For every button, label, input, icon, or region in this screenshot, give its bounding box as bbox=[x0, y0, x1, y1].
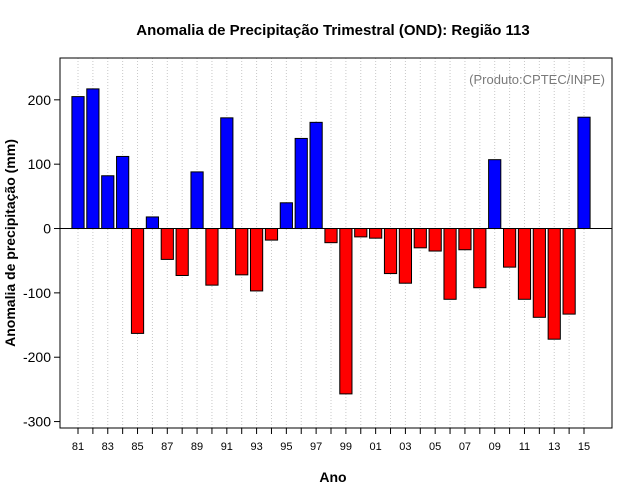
bar-02 bbox=[383, 228, 398, 275]
x-tick-label: 99 bbox=[340, 441, 352, 453]
x-tick-label: 15 bbox=[578, 441, 590, 453]
x-tick-label: 13 bbox=[548, 441, 560, 453]
bar-07 bbox=[458, 228, 472, 251]
bar-06 bbox=[443, 228, 457, 300]
x-tick-label: 97 bbox=[310, 441, 322, 453]
x-tick-label: 87 bbox=[161, 441, 173, 453]
y-tick-label: 0 bbox=[43, 221, 51, 237]
source-annotation: (Produto:CPTEC/INPE) bbox=[469, 72, 605, 87]
bar-14 bbox=[562, 228, 576, 315]
x-tick-label: 85 bbox=[131, 441, 143, 453]
x-axis-title: Ano bbox=[319, 469, 346, 485]
chart-title: Anomalia de Precipitação Trimestral (OND… bbox=[136, 22, 529, 39]
y-tick-label: 200 bbox=[28, 92, 52, 108]
bar-95 bbox=[279, 202, 293, 230]
bar-11 bbox=[517, 228, 532, 300]
bar-13 bbox=[547, 228, 561, 340]
bar-15 bbox=[577, 116, 591, 230]
x-tick-label: 07 bbox=[459, 441, 471, 453]
x-tick-label: 95 bbox=[280, 441, 292, 453]
bar-04 bbox=[413, 228, 427, 249]
bar-87 bbox=[160, 228, 174, 260]
x-tick-label: 91 bbox=[221, 441, 233, 453]
bar-94 bbox=[264, 228, 279, 241]
bar-00 bbox=[354, 228, 368, 238]
x-tick-label: 01 bbox=[370, 441, 382, 453]
bar-81 bbox=[71, 96, 85, 230]
bar-84 bbox=[116, 155, 130, 230]
bar-09 bbox=[488, 159, 502, 230]
bar-90 bbox=[205, 228, 219, 286]
y-axis-title: Anomalia de precipitação (mm) bbox=[2, 139, 18, 347]
bar-89 bbox=[190, 171, 204, 230]
bar-03 bbox=[398, 228, 413, 284]
y-tick-label: 100 bbox=[28, 156, 52, 172]
bar-05 bbox=[428, 228, 442, 252]
bar-93 bbox=[249, 228, 264, 292]
x-tick-label: 03 bbox=[399, 441, 411, 453]
bar-10 bbox=[502, 228, 517, 268]
x-tick-label: 83 bbox=[102, 441, 114, 453]
y-tick-label: -200 bbox=[23, 349, 51, 365]
bars bbox=[71, 88, 591, 395]
x-axis: 81 83 85 87 89 91 93 95 97 99 01 03 05 07 09 11 13 15 bbox=[72, 428, 590, 453]
bar-92 bbox=[235, 228, 249, 276]
bar-98 bbox=[324, 228, 338, 244]
bar-82 bbox=[86, 88, 100, 230]
x-tick-label: 81 bbox=[72, 441, 84, 453]
bar-12 bbox=[532, 228, 546, 318]
bar-08 bbox=[473, 228, 487, 289]
bar-88 bbox=[175, 228, 189, 276]
x-tick-label: 05 bbox=[429, 441, 441, 453]
bar-91 bbox=[220, 117, 234, 230]
y-tick-label: -100 bbox=[23, 285, 51, 301]
x-tick-label: 89 bbox=[191, 441, 203, 453]
bar-97 bbox=[309, 121, 323, 230]
bar-01 bbox=[369, 228, 383, 239]
plot-frame bbox=[59, 57, 613, 429]
bar-83 bbox=[101, 175, 115, 230]
y-axis: -300 -200 -100 0 100 200 bbox=[23, 92, 60, 430]
bar-85 bbox=[130, 228, 145, 334]
bar-99 bbox=[339, 228, 353, 395]
x-tick-label: 93 bbox=[250, 441, 262, 453]
bar-86 bbox=[145, 216, 160, 230]
x-tick-label: 11 bbox=[519, 441, 530, 453]
x-tick-label: 09 bbox=[489, 441, 501, 453]
bar-96 bbox=[294, 137, 308, 230]
y-tick-label: -300 bbox=[23, 414, 51, 430]
